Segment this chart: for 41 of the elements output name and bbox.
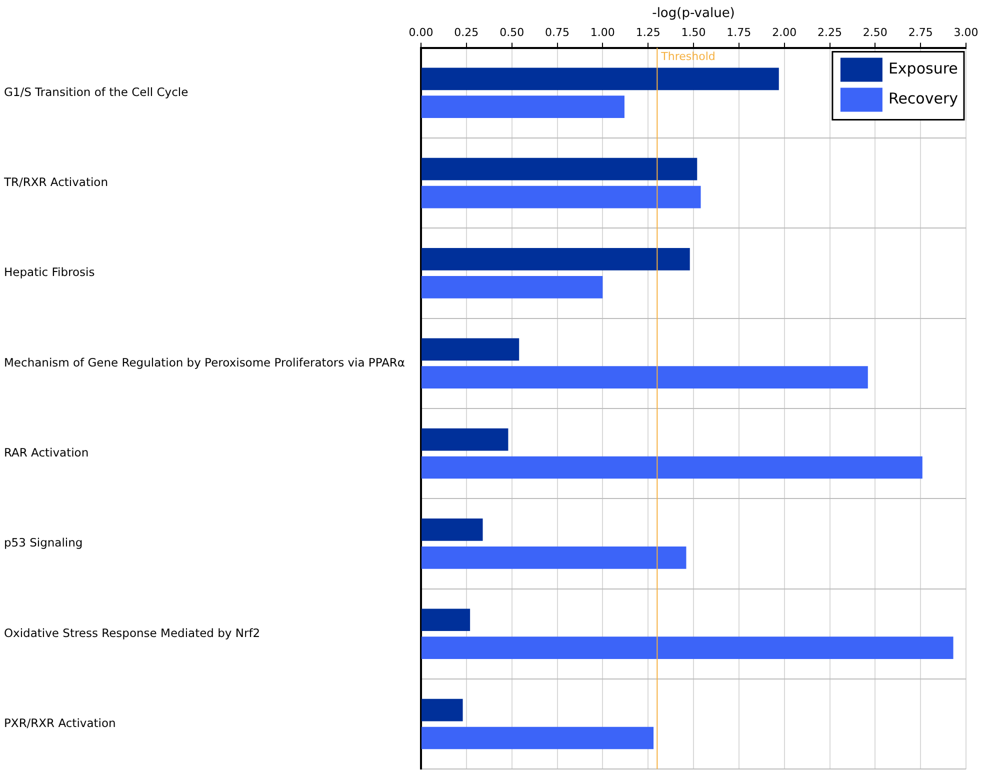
- bar: [422, 248, 690, 270]
- bar: [422, 726, 654, 750]
- x-tick-label: 1.50: [681, 26, 706, 40]
- ref-line-label: Threshold: [660, 50, 716, 64]
- y-tick-label: p53 Signaling: [4, 536, 83, 550]
- x-axis-title: -log(p-value): [652, 6, 735, 22]
- bar: [422, 428, 508, 451]
- x-tick-label: 1.00: [590, 26, 615, 40]
- x-tick-label: 0.25: [454, 26, 479, 40]
- x-tick-label: 2.75: [908, 26, 933, 40]
- bar: [422, 608, 470, 632]
- bar: [422, 546, 686, 569]
- bar: [422, 68, 779, 90]
- x-tick-label: 2.25: [818, 26, 842, 40]
- y-tick-label: TR/RXR Activation: [3, 175, 108, 190]
- y-tick-label: Hepatic Fibrosis: [4, 265, 95, 280]
- legend-label: Exposure: [888, 60, 958, 78]
- x-tick-label: 2.00: [772, 26, 797, 40]
- x-tick-label: 1.25: [636, 26, 660, 40]
- bar: [422, 96, 624, 118]
- y-tick-label: Oxidative Stress Response Mediated by Nrf2: [4, 626, 260, 640]
- bar: [422, 456, 922, 479]
- bar: [422, 366, 868, 389]
- bar: [422, 636, 954, 660]
- y-tick-label: PXR/RXR Activation: [4, 716, 116, 730]
- y-tick-label: Mechanism of Gene Regulation by Peroxisome Proliferators via PPARα: [4, 355, 406, 370]
- bar: [422, 698, 463, 722]
- x-tick-label: 2.50: [862, 26, 888, 40]
- y-tick-label: RAR Activation: [4, 446, 89, 460]
- bar: [422, 158, 698, 180]
- x-tick-label: 0.00: [408, 26, 434, 40]
- legend-label: Recovery: [888, 90, 958, 108]
- x-tick-label: 1.75: [726, 26, 752, 40]
- bar: [422, 186, 701, 208]
- bar: [422, 518, 483, 541]
- x-tick-label: 0.75: [545, 26, 570, 40]
- x-tick-label: 0.50: [500, 26, 524, 40]
- bar: [422, 338, 520, 361]
- bar: [422, 276, 603, 298]
- y-tick-label: G1/S Transition of the Cell Cycle: [4, 84, 188, 99]
- x-tick-label: 3.00: [954, 26, 978, 40]
